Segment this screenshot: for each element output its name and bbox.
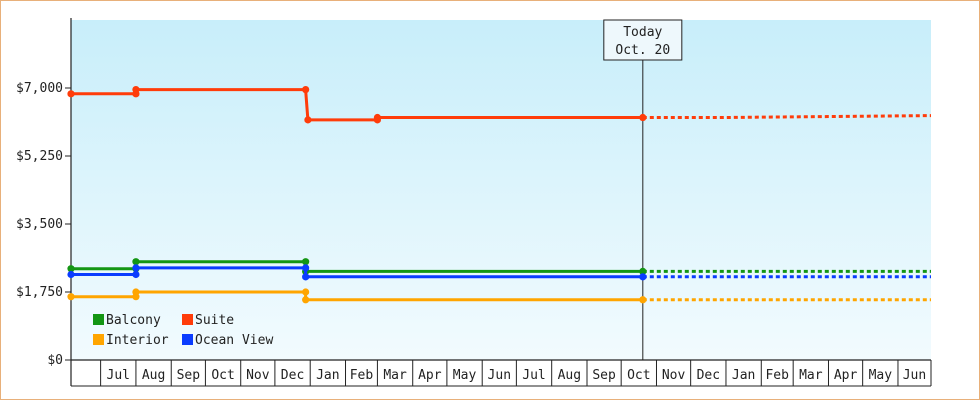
month-label: May [869,368,893,383]
month-label: Sep [592,368,616,383]
month-label: Oct [211,368,234,383]
y-tick-label: $5,250 [16,149,63,164]
month-label: Jun [488,368,511,383]
data-point-suite [639,113,647,122]
month-label: Apr [418,368,442,383]
data-point-suite [302,85,310,94]
month-label: Nov [662,368,686,383]
month-label: Jan [316,368,339,383]
month-label: May [453,368,477,383]
data-point-balcony [639,267,647,276]
month-label: Mar [383,368,407,383]
month-label: Feb [350,368,374,383]
month-label: Sep [177,368,201,383]
data-point-interior [67,293,75,301]
month-label: Oct [627,368,650,383]
y-tick-label: $0 [47,353,63,368]
legend-swatch-interior [93,334,104,345]
month-label: Feb [765,368,789,383]
data-point-suite [67,90,75,98]
data-point-suite [373,113,382,122]
data-point-ocean-view [302,264,310,272]
month-label: Jan [732,368,755,383]
series-line-interior [71,290,643,302]
month-label: Nov [246,368,270,383]
month-label: Jul [522,368,545,383]
plot-background [71,20,931,360]
month-label: Mar [799,368,823,383]
month-label: Jul [107,368,130,383]
y-tick-label: $3,500 [16,217,63,232]
data-point-ocean-view [132,270,140,279]
data-point-ocean-view [639,273,647,281]
month-label: Aug [558,368,581,383]
today-box [603,19,683,61]
today-date-label: Oct. 20 [615,43,670,58]
data-point-suite [132,85,140,94]
y-tick-label: $7,000 [16,81,63,96]
data-point-suite [304,116,312,124]
legend-swatch-balcony [93,314,104,325]
legend-swatch-ocean-view [182,334,193,345]
data-point-interior [302,288,310,296]
data-point-interior [639,296,647,304]
series-forecast-suite [642,114,932,119]
legend-label-interior: Interior [106,333,169,348]
legend-label-suite: Suite [195,313,234,328]
today-label: Today [623,25,662,40]
series-line-ocean-view [71,266,643,279]
data-point-ocean-view [132,264,140,272]
data-point-balcony [302,258,310,266]
month-label: Apr [834,368,858,383]
legend-label-ocean-view: Ocean View [195,333,273,348]
month-label: Dec [281,368,304,383]
month-label: Aug [142,368,165,383]
legend-label-balcony: Balcony [106,313,161,328]
data-point-interior [132,288,140,296]
month-label: Dec [697,368,720,383]
data-point-balcony [67,265,75,273]
series-line-balcony [71,260,643,273]
month-label: Jun [903,368,926,383]
data-point-ocean-view [302,273,310,281]
data-point-interior [302,296,310,304]
data-point-ocean-view [67,270,75,279]
data-point-balcony [132,258,140,266]
legend-swatch-suite [182,314,193,325]
y-tick-label: $1,750 [16,285,63,300]
